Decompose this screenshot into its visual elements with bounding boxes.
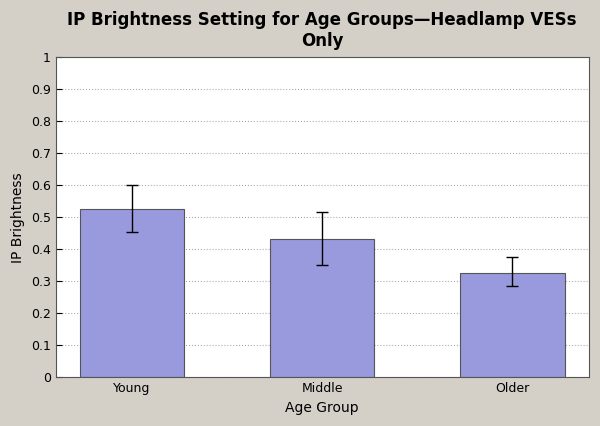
Y-axis label: IP Brightness: IP Brightness [11,172,25,262]
X-axis label: Age Group: Age Group [286,401,359,415]
Bar [460,273,565,377]
Bar [270,239,374,377]
Title: IP Brightness Setting for Age Groups—Headlamp VESs
Only: IP Brightness Setting for Age Groups—Hea… [67,11,577,50]
Bar [80,209,184,377]
